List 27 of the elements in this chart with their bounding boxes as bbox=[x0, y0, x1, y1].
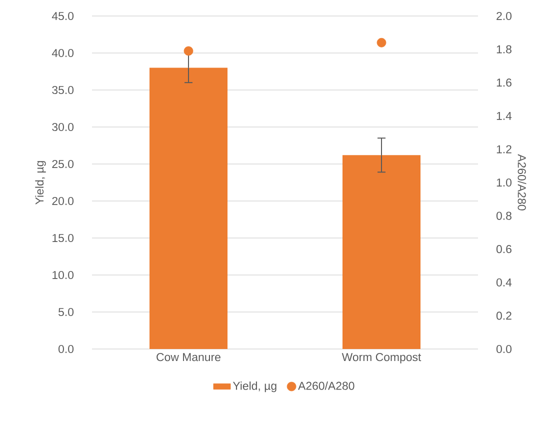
y2-tick-label: 1.6 bbox=[496, 78, 512, 87]
y-axis-title: Yield, µg bbox=[35, 161, 46, 204]
y-tick-label: 5.0 bbox=[58, 308, 74, 316]
y2-tick-label: 0.2 bbox=[496, 312, 512, 320]
x-tick-label: Worm Compost bbox=[342, 353, 422, 364]
y2-tick-label: 1.2 bbox=[496, 145, 512, 154]
y-tick-label: 25.0 bbox=[52, 160, 74, 168]
y-tick-label: 35.0 bbox=[52, 86, 74, 94]
y2-tick-label: 1.0 bbox=[496, 178, 512, 187]
y-tick-label: 20.0 bbox=[52, 196, 74, 206]
legend-label: A260/A280 bbox=[298, 381, 354, 390]
y-tick-label: 30.0 bbox=[52, 122, 74, 132]
y-tick-label: 45.0 bbox=[52, 12, 74, 20]
legend-label: Yield, µg bbox=[232, 381, 276, 392]
y2-axis-title: A260/A280 bbox=[518, 154, 526, 210]
y2-tick-label: 0.4 bbox=[496, 278, 512, 286]
x-tick-label: Cow Manure bbox=[156, 353, 220, 362]
y2-tick-label: 1.8 bbox=[496, 45, 512, 54]
y2-tick-label: 1.4 bbox=[496, 112, 512, 120]
y2-tick-label: 0.0 bbox=[496, 344, 512, 354]
y2-tick-label: 2.0 bbox=[496, 12, 512, 20]
y-tick-label: 0.0 bbox=[58, 344, 74, 354]
y2-tick-label: 0.8 bbox=[496, 212, 512, 220]
y-tick-label: 15.0 bbox=[52, 234, 74, 242]
y-tick-label: 40.0 bbox=[52, 48, 74, 58]
y2-tick-label: 0.6 bbox=[496, 245, 512, 254]
y-tick-label: 10.0 bbox=[52, 270, 74, 280]
